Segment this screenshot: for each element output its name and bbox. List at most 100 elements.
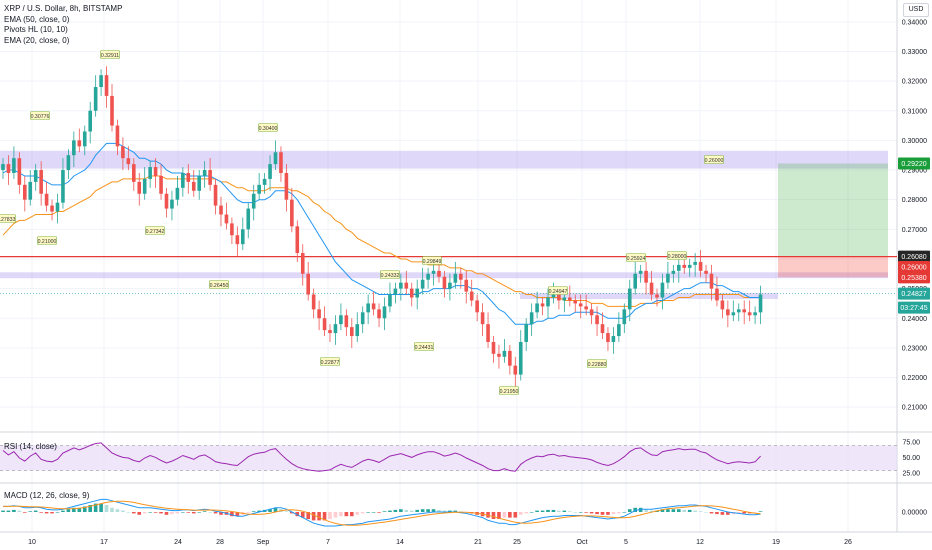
ema20-legend[interactable]: EMA (20, close, 0) [4, 35, 70, 45]
candle [600, 312, 605, 339]
macd-bar [333, 512, 338, 518]
pivot-value: 0.30400 [259, 126, 278, 132]
macd-bar [99, 503, 103, 512]
pivot-value: 0.22880 [588, 362, 607, 368]
macd-bar [393, 509, 398, 512]
pivot-box [422, 256, 442, 265]
candle-body [339, 315, 343, 325]
candle [153, 158, 158, 188]
macd-bar [257, 510, 261, 512]
macd-bar [350, 512, 354, 517]
pivot-label: 0.30776 [30, 111, 50, 120]
candle-body [426, 273, 430, 280]
time-tick: Oct [577, 539, 588, 546]
price-tick: 0.30000 [902, 138, 927, 145]
candle-body [404, 282, 409, 289]
candle-body [491, 341, 496, 354]
candle-body [502, 350, 507, 357]
candle-body [736, 309, 741, 313]
candle [529, 303, 534, 337]
price-tick: 0.32000 [902, 79, 927, 86]
macd-bar [426, 509, 430, 512]
candle-body [202, 170, 207, 176]
macd-bar [377, 512, 381, 513]
candle [164, 187, 169, 218]
candle-body [33, 170, 38, 182]
candle [491, 336, 496, 363]
candle-body [622, 309, 627, 325]
macd-bar [72, 507, 76, 512]
ema50-legend[interactable]: EMA (50, close, 0) [4, 14, 70, 24]
macd-bar [698, 511, 703, 512]
candle-body [469, 291, 474, 301]
candle-body [99, 75, 103, 88]
candle-body [322, 318, 327, 331]
macd-bar [382, 511, 387, 512]
candle-body [557, 294, 561, 301]
candle [17, 152, 22, 194]
candle [415, 279, 419, 310]
macd-tick: 0.00000 [902, 510, 927, 517]
price-label-level: 0.26000 [898, 260, 930, 273]
rsi-tick: 75.00 [902, 439, 920, 446]
macd-bar [758, 511, 763, 512]
candle-body [448, 282, 452, 289]
candle [758, 285, 763, 325]
candle-body [241, 229, 245, 245]
macd-bar [17, 510, 22, 512]
macd-bar [300, 512, 305, 518]
candle-body [208, 170, 212, 185]
macd-bar [715, 512, 719, 515]
rsi-legend[interactable]: RSI (14, close) [4, 442, 57, 451]
macd-bar [442, 510, 447, 512]
candle-body [753, 312, 757, 316]
candle-body [104, 75, 109, 96]
candle [142, 167, 147, 200]
currency-button[interactable]: USD [903, 3, 929, 17]
candle-body [742, 309, 746, 313]
candle [202, 161, 207, 188]
pivots-legend[interactable]: Pivots HL (10, 10) [4, 25, 68, 34]
candle-body [186, 173, 191, 182]
candle [524, 318, 528, 351]
candle [33, 164, 38, 191]
candle-body [568, 297, 572, 301]
macd-bar [431, 509, 436, 512]
macd-legend[interactable]: MACD (12, 26, close, 9) [4, 491, 90, 500]
stop-zone [778, 256, 888, 278]
candle-body [6, 164, 11, 173]
candle-body [137, 181, 142, 194]
macd-bar [219, 512, 223, 515]
candle-body [55, 202, 60, 212]
candle [704, 264, 708, 283]
macd-bar [164, 512, 169, 515]
candle [666, 261, 670, 289]
candle [148, 161, 152, 188]
candle-body [513, 365, 518, 375]
pivot-box [667, 251, 687, 260]
candle-body [115, 125, 120, 147]
pivot-value: 0.22877 [321, 360, 340, 366]
pivot-box [100, 50, 120, 59]
macd-bar [6, 510, 11, 512]
macd-bar [355, 512, 360, 515]
pivot-label: 0.21950 [499, 386, 519, 395]
pivot-label: 0.21000 [37, 236, 57, 245]
candle [693, 253, 697, 277]
macd-bar [633, 507, 637, 512]
candle-body [758, 294, 763, 313]
price-label-box [898, 271, 930, 284]
candle [224, 202, 229, 230]
candle [241, 217, 245, 251]
candle-body [295, 226, 300, 254]
macd-bar [55, 512, 60, 513]
price-label-text: 03:27:45 [900, 305, 927, 312]
candle-body [655, 294, 659, 298]
candle-body [61, 170, 65, 203]
price-label-box [898, 250, 930, 263]
candle-body [355, 324, 360, 337]
macd-bar [420, 509, 425, 512]
candle-body [273, 152, 278, 165]
macd-bar [159, 512, 163, 514]
